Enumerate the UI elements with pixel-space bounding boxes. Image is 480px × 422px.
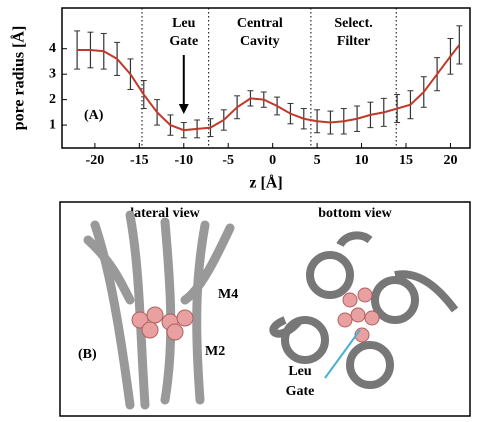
gate-arrowhead [178,104,189,114]
radius-line [77,44,461,132]
x-tick-label: 20 [443,153,457,168]
region-label: Select. [334,16,372,31]
x-tick-label: 0 [269,153,276,168]
gate-label-line: Gate [286,384,315,399]
bottom-view-label: bottom view [318,206,392,221]
x-tick-label: 15 [399,153,413,168]
region-label: Filter [337,34,370,49]
m4-label: M4 [218,287,238,302]
y-tick-label: 4 [49,41,56,56]
panel-b-label: (B) [78,347,97,362]
panel-b: lateral view bottom view M4 M2 (B) Leu G… [59,201,471,417]
x-tick-label: -10 [174,153,193,168]
lateral-gate-atoms [131,306,194,341]
x-tick-label: -20 [86,153,105,168]
y-tick-label: 2 [49,92,56,107]
panel-b-frame [59,201,471,417]
x-axis-label: z [Å] [249,174,282,192]
region-label: Cavity [240,34,280,49]
region-label: Gate [169,34,198,49]
region-label: Central [237,16,283,31]
x-tick-label: 10 [355,153,369,168]
gate-label-line: Leu [288,364,312,379]
bottom-gate-atoms [337,287,380,343]
lateral-helices [83,210,235,410]
y-tick-label: 1 [49,117,56,132]
x-tick-label: 5 [314,153,321,168]
panel-label: (A) [84,108,104,123]
gate-pointer [324,329,361,379]
region-label: Leu [172,16,196,31]
y-tick-label: 3 [49,66,56,81]
m2-label: M2 [205,344,225,359]
bottom-helices [269,231,459,389]
plot-frame [61,7,471,149]
x-tick-label: -5 [222,153,234,168]
y-axis-label: pore radius [Å] [10,26,28,131]
x-tick-label: -15 [130,153,149,168]
lateral-view-label: lateral view [130,206,200,221]
